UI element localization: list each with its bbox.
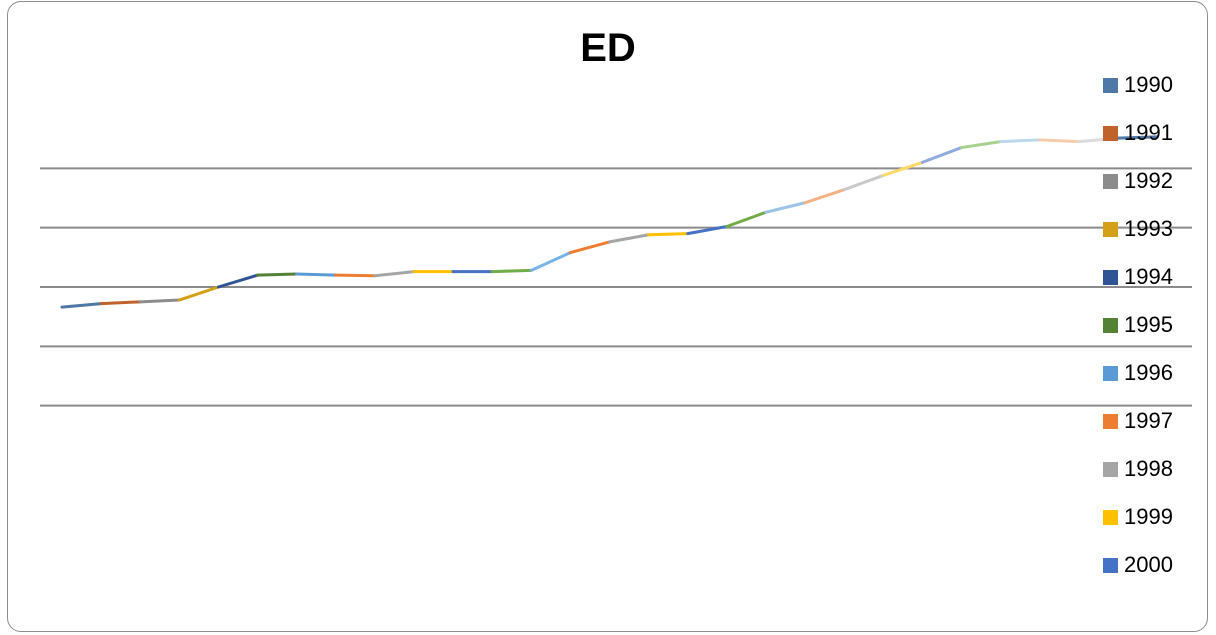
- legend-label: 2000: [1124, 552, 1173, 577]
- series-line-segment: [842, 173, 885, 192]
- legend-item: 1991: [1103, 109, 1203, 157]
- series-line-segment: [920, 146, 963, 164]
- series-line-segment: [881, 160, 924, 177]
- legend-label: 1998: [1124, 456, 1173, 481]
- legend-item: 1995: [1103, 301, 1203, 349]
- series-line-segment: [725, 210, 768, 228]
- legend-item: 1997: [1103, 397, 1203, 445]
- series-line-segment: [647, 232, 690, 237]
- series-line-segment: [959, 140, 1003, 150]
- series-line-segment: [764, 201, 807, 214]
- series-line-segment: [295, 272, 338, 277]
- series-line-segment: [334, 273, 377, 278]
- series-line-segment: [177, 285, 220, 302]
- chart-area: [7, 1, 1208, 632]
- series-line-segment: [1038, 138, 1081, 144]
- legend: 1990 1991 1992 1993 1994 1995 1996 1997 1998 1999…: [1103, 61, 1203, 589]
- series-line-segment: [490, 268, 533, 274]
- legend-item: 1996: [1103, 349, 1203, 397]
- legend-swatch: [1103, 221, 1118, 237]
- legend-label: 1990: [1124, 72, 1173, 97]
- legend-label: 1992: [1124, 168, 1173, 193]
- legend-item: 2000: [1103, 541, 1203, 589]
- legend-swatch: [1103, 173, 1118, 189]
- series-line-segment: [216, 273, 260, 289]
- series-line-segment: [529, 251, 572, 272]
- legend-item: 1994: [1103, 253, 1203, 301]
- legend-label: 1997: [1124, 408, 1173, 433]
- legend-label: 1994: [1124, 264, 1173, 289]
- series-line-segment: [999, 138, 1042, 144]
- legend-label: 1996: [1124, 360, 1173, 385]
- series-line-segment: [686, 224, 729, 236]
- legend-item: 1998: [1103, 445, 1203, 493]
- series-line-segment: [608, 233, 651, 244]
- legend-swatch: [1103, 461, 1118, 477]
- series-line-segment: [256, 272, 299, 277]
- legend-item: 1990: [1103, 61, 1203, 109]
- series-line-segment: [373, 270, 416, 278]
- series-line-segment: [1116, 135, 1159, 140]
- legend-swatch: [1103, 557, 1118, 573]
- legend-swatch: [1103, 413, 1118, 429]
- series-line-segment: [568, 240, 611, 255]
- series-line-segment: [803, 188, 846, 205]
- legend-item: 1992: [1103, 157, 1203, 205]
- legend-swatch: [1103, 317, 1118, 333]
- legend-item: 1993: [1103, 205, 1203, 253]
- legend-swatch: [1103, 77, 1118, 93]
- series-line-segment: [99, 300, 142, 306]
- legend-label: 1995: [1124, 312, 1173, 337]
- legend-item: 1999: [1103, 493, 1203, 541]
- legend-label: 1991: [1124, 120, 1173, 145]
- legend-swatch: [1103, 125, 1118, 141]
- legend-swatch: [1103, 269, 1118, 285]
- legend-label: 1993: [1124, 216, 1173, 241]
- legend-swatch: [1103, 509, 1118, 525]
- legend-label: 1999: [1124, 504, 1173, 529]
- series-line-segment: [138, 298, 181, 304]
- legend-swatch: [1103, 365, 1118, 381]
- series-line-segment: [60, 302, 103, 309]
